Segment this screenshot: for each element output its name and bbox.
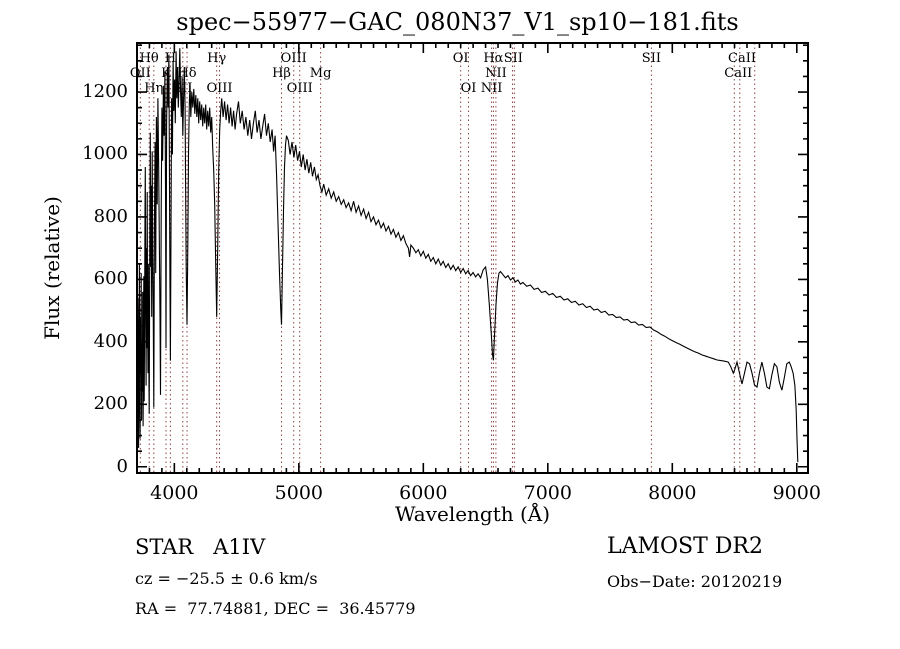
spectral-line-label: NII <box>485 66 507 81</box>
spectral-line-label: Hγ <box>207 51 227 66</box>
spectral-line-label: Mg <box>309 66 332 81</box>
spectral-line-label: CaII <box>728 51 756 66</box>
spectral-line-label: SII <box>503 51 523 66</box>
spectral-line-label: SII <box>641 51 661 66</box>
plot-title: spec−55977−GAC_080N37_V1_sp10−181.fits <box>176 8 739 36</box>
y-tick-label: 400 <box>93 330 128 352</box>
spectral-line-label: Hη <box>144 81 164 96</box>
y-tick-label: 0 <box>116 455 128 477</box>
spectrum-trace <box>136 48 799 463</box>
survey-release-text: LAMOST DR2 <box>607 534 763 559</box>
radial-velocity-text: cz = −25.5 ± 0.6 km/s <box>135 569 318 588</box>
x-tick-label: 7000 <box>523 482 572 504</box>
x-tick-label: 4000 <box>150 482 199 504</box>
spectral-line-label: Hθ <box>139 51 159 66</box>
x-tick-label: 6000 <box>399 482 448 504</box>
spectral-line-label: Hδ <box>177 66 197 81</box>
spectral-line-label: OIII <box>286 81 313 96</box>
spectral-line-label: OIII <box>280 51 307 66</box>
x-tick-label: 5000 <box>274 482 323 504</box>
x-axis-title: Wavelength (Å) <box>394 502 551 526</box>
y-tick-label: 1200 <box>82 81 128 103</box>
x-tick-label: 9000 <box>772 482 821 504</box>
y-tick-label: 600 <box>93 268 128 290</box>
spectral-line-label: OII <box>129 66 151 81</box>
obs-date-text: Obs−Date: 20120219 <box>607 572 783 591</box>
spectral-line-label: Hβ <box>272 66 291 81</box>
coordinates-text: RA = 77.74881, DEC = 36.45779 <box>135 599 416 618</box>
spectral-line-label: SII <box>173 81 193 96</box>
spectral-line-label: Hα <box>483 51 504 66</box>
plot-frame <box>136 42 809 474</box>
y-tick-label: 800 <box>93 205 128 227</box>
spectral-line-label: CaII <box>724 66 753 81</box>
classification-text: STAR A1IV <box>135 535 266 559</box>
spectral-line-label: H <box>164 51 177 66</box>
x-tick-label: 8000 <box>648 482 697 504</box>
spectral-line-label: OIII <box>206 81 233 96</box>
spectral-line-label: OI <box>460 81 477 96</box>
axis-ticks <box>137 43 808 473</box>
spectral-line-label: K <box>161 66 171 81</box>
spectral-line-label: NII <box>480 81 503 96</box>
y-tick-label: 1000 <box>82 143 128 165</box>
spectral-line-label: OI <box>452 51 469 66</box>
y-tick-label: 200 <box>93 393 128 415</box>
